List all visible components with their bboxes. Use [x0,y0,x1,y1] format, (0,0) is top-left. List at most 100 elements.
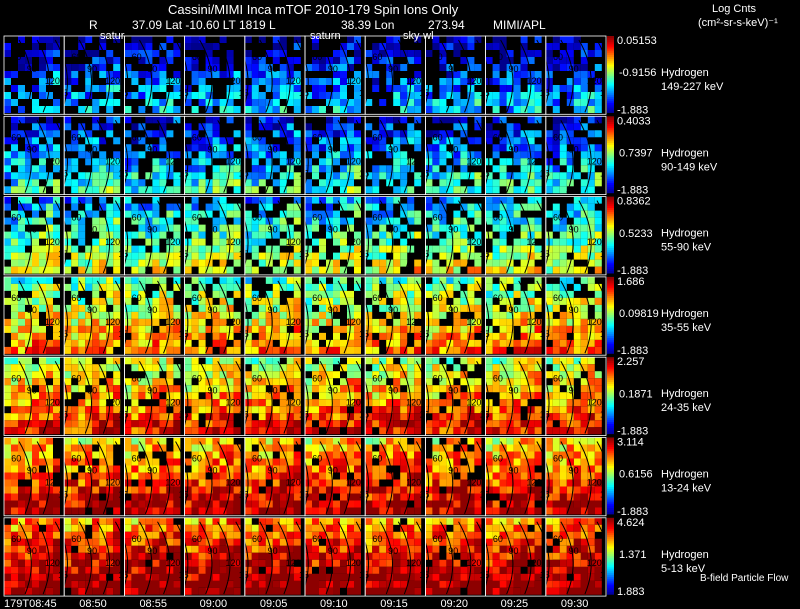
heatmap-cells [432,385,440,393]
heatmap-cells [485,364,493,372]
contour-label: 60 [372,213,382,223]
heatmap-cells [460,339,468,347]
heatmap-cells [173,245,181,253]
heatmap-cells [11,231,18,239]
heatmap-cells [305,130,312,138]
heatmap-cells [425,587,433,595]
heatmap-cells [219,276,227,284]
heatmap-cells [279,186,287,194]
heatmap-cells [513,283,521,291]
heatmap-cells [191,413,199,421]
heatmap-cells [319,144,326,152]
heatmap-cells [85,36,93,43]
heatmap-cells [485,283,493,291]
contour-label: 120 [346,317,361,327]
heatmap-cells [393,413,401,421]
heatmap-cells [474,346,482,354]
heatmap-cells [39,231,46,239]
heatmap-cells [219,332,227,340]
heatmap-cells [527,427,535,435]
heatmap-cells [446,283,454,291]
heatmap-cells [106,71,114,78]
heatmap-cells [46,151,53,159]
heatmap-cells [131,318,139,326]
heatmap-cells [152,276,160,284]
heatmap-cells [46,311,53,319]
heatmap-cells [286,99,294,106]
heatmap-cells [191,196,199,204]
heatmap-cells [251,545,259,553]
heatmap-cells [138,85,146,92]
heatmap-cells [354,57,361,64]
heatmap-cells [400,437,408,445]
heatmap-cells [198,437,206,445]
heatmap-cells [39,158,46,166]
heatmap-cells [354,231,361,239]
heatmap-cells [124,276,167,319]
heatmap-cells [520,357,528,365]
heatmap-cells [467,276,475,284]
heatmap-cells [138,406,146,414]
heatmap-cells [173,580,181,588]
heatmap-cells [46,451,53,459]
contour-label: 15 [179,88,189,98]
heatmap-cells [400,311,408,319]
heatmap-cells [326,116,333,124]
heatmap-cells [552,186,560,194]
heatmap-cells [513,137,521,145]
heatmap-cells [552,325,560,333]
heatmap-cells [446,245,454,253]
heatmap-cells [573,99,581,106]
heatmap-cells [251,238,259,246]
heatmap-cells [594,158,602,166]
heatmap-cells [251,116,266,159]
heatmap-cells [333,420,340,428]
heatmap-cells [432,392,440,400]
heatmap-cells [432,566,440,574]
heatmap-cells [18,346,25,354]
heatmap-cells [354,538,361,546]
heatmap-cells [131,290,139,298]
heatmap-cells [166,130,174,138]
heatmap-cells [106,517,114,525]
heatmap-cells [272,580,280,588]
heatmap-cells [18,304,25,312]
contour-label: 15 [58,329,68,339]
heatmap-cells [258,144,266,152]
heatmap-cells [219,517,227,525]
heatmap-cells [552,406,560,414]
heatmap-cells [354,151,361,159]
heatmap-cells [372,217,380,225]
heatmap-cells [106,99,114,106]
heatmap-cells [534,36,542,43]
contour-label: 15 [179,490,189,500]
contour-label: 120 [527,558,542,568]
heatmap-cells [460,276,468,284]
heatmap-cells [64,116,72,124]
heatmap-cells [251,552,259,560]
heatmap-cells [32,332,39,340]
heatmap-cells [53,339,60,347]
heatmap-cells [32,493,39,501]
heatmap-cells [474,92,482,99]
heatmap-cells [439,399,447,407]
heatmap-cells [145,318,153,326]
heatmap-cells [393,580,401,588]
heatmap-cells [513,172,521,180]
heatmap-cells [258,406,266,414]
heatmap-cells [4,165,11,173]
heatmap-cells [432,172,440,180]
heatmap-cells [393,297,401,305]
heatmap-cells [32,217,39,225]
heatmap-cells [226,444,234,452]
heatmap-cells [131,36,153,43]
heatmap-cells [173,71,181,78]
contour-label: 15 [239,409,249,419]
heatmap-cells [453,364,461,372]
heatmap-cells [251,217,259,225]
heatmap-cells [566,276,574,284]
contour-label: 120 [406,237,421,247]
heatmap-cells [219,346,227,354]
heatmap-cells [559,50,567,57]
heatmap-cells [432,210,440,218]
